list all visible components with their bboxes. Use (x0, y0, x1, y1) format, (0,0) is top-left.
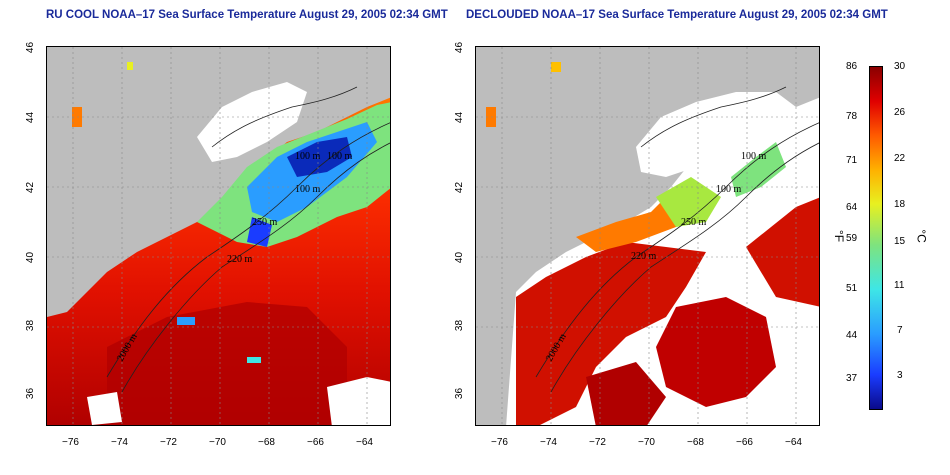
celsius-tick: 11 (894, 280, 905, 291)
cool-pixels (177, 317, 195, 325)
celsius-tick: 30 (894, 61, 906, 72)
fahrenheit-tick: 86 (846, 61, 858, 72)
fahrenheit-tick: 64 (846, 202, 858, 213)
celsius-tick: 22 (894, 153, 906, 164)
y-tick-label: 42 (25, 181, 37, 194)
gulf-stream-patch (656, 297, 776, 407)
contour-label: 250 m (252, 217, 278, 228)
contour-label: 250 m (681, 217, 707, 228)
y-tick-label: 36 (454, 387, 466, 400)
temperature-colorbar (869, 66, 883, 410)
graticule (47, 47, 390, 425)
isobath-line (211, 86, 358, 148)
x-tick-label: −66 (736, 437, 753, 448)
warm-pixels (551, 62, 561, 72)
right-map-canvas: 100 m 100 m 250 m 220 m 2000 m (476, 47, 819, 425)
fahrenheit-tick: 78 (846, 111, 858, 122)
fahrenheit-tick: 37 (846, 373, 858, 384)
right-map-title: DECLOUDED NOAA–17 Sea Surface Temperatur… (466, 9, 888, 21)
left-sst-map: 100 m 100 m 100 m 250 m 220 m 2000 m (46, 46, 391, 426)
fahrenheit-tick: 44 (846, 330, 858, 341)
isobath-line (106, 122, 390, 378)
y-tick-label: 38 (454, 319, 466, 332)
y-tick-label: 36 (25, 387, 37, 400)
contour-label: 100 m (716, 184, 742, 195)
x-tick-label: −64 (356, 437, 373, 448)
left-map-canvas: 100 m 100 m 100 m 250 m 220 m 2000 m (47, 47, 390, 425)
contour-label: 100 m (295, 151, 321, 162)
gulf-stream-patch (586, 362, 666, 425)
x-tick-label: −68 (258, 437, 275, 448)
y-tick-label: 44 (454, 111, 466, 124)
cool-pixels (247, 357, 261, 363)
y-tick-label: 46 (454, 41, 466, 54)
celsius-tick: 7 (897, 325, 903, 336)
warm-pixels (127, 62, 133, 70)
y-tick-label: 38 (25, 319, 37, 332)
shelf-mild-water (656, 177, 721, 227)
x-tick-label: −70 (209, 437, 226, 448)
x-tick-label: −66 (307, 437, 324, 448)
cold-water-region (287, 137, 352, 177)
left-map-title: RU COOL NOAA–17 Sea Surface Temperature … (46, 9, 448, 21)
y-tick-label: 46 (25, 41, 37, 54)
cloud-patch (87, 392, 122, 425)
x-tick-label: −68 (687, 437, 704, 448)
fahrenheit-tick: 59 (846, 233, 858, 244)
fahrenheit-tick: 71 (846, 155, 858, 166)
celsius-tick: 18 (894, 199, 906, 210)
warm-water-region (516, 242, 706, 425)
contour-label: 100 m (741, 151, 767, 162)
y-tick-label: 42 (454, 181, 466, 194)
graticule (476, 47, 819, 425)
y-tick-label: 40 (454, 251, 466, 264)
celsius-tick: 15 (894, 236, 906, 247)
gulf-stream-region (107, 302, 347, 425)
x-tick-label: −74 (540, 437, 557, 448)
y-tick-label: 44 (25, 111, 37, 124)
contour-label: 100 m (295, 184, 321, 195)
fahrenheit-tick: 51 (846, 283, 858, 294)
right-sst-map: 100 m 100 m 250 m 220 m 2000 m (475, 46, 820, 426)
isobath-line (535, 122, 819, 378)
contour-label: 220 m (631, 251, 657, 262)
warm-patch-east (746, 197, 819, 307)
contour-label: 220 m (227, 254, 253, 265)
x-tick-label: −64 (785, 437, 802, 448)
x-tick-label: −72 (160, 437, 177, 448)
celsius-tick: 26 (894, 107, 906, 118)
cloud-masked-shelf (636, 92, 796, 177)
cloud-cover-south (327, 377, 390, 425)
isobath-line (550, 142, 819, 393)
x-tick-label: −76 (62, 437, 79, 448)
isobath-line (121, 142, 390, 393)
x-tick-label: −72 (589, 437, 606, 448)
celsius-tick: 3 (897, 370, 903, 381)
contour-label: 100 m (327, 151, 353, 162)
shelf-mild-water (731, 142, 786, 197)
x-tick-label: −76 (491, 437, 508, 448)
celsius-unit-label: °C (914, 229, 929, 243)
isobath-line (640, 86, 787, 148)
y-tick-label: 40 (25, 251, 37, 264)
fahrenheit-unit-label: °F (832, 229, 847, 243)
x-tick-label: −70 (638, 437, 655, 448)
x-tick-label: −74 (111, 437, 128, 448)
